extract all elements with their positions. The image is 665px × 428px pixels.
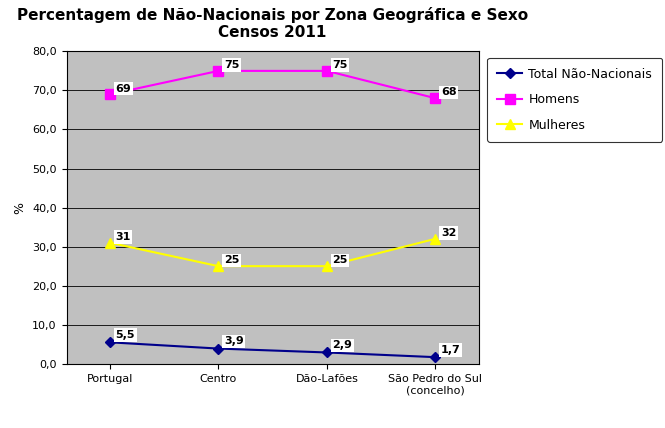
Mulheres — [214, 264, 222, 269]
Total Não-Nacionais — [323, 350, 331, 355]
Text: 5,5: 5,5 — [116, 330, 135, 340]
Homens — [214, 68, 222, 74]
Title: Percentagem de Não-Nacionais por Zona Geográfica e Sexo
Censos 2011: Percentagem de Não-Nacionais por Zona Ge… — [17, 7, 528, 41]
Y-axis label: %: % — [13, 202, 27, 214]
Mulheres — [106, 240, 114, 245]
Text: 32: 32 — [441, 228, 456, 238]
Legend: Total Não-Nacionais, Homens, Mulheres: Total Não-Nacionais, Homens, Mulheres — [487, 58, 662, 142]
Text: 75: 75 — [332, 60, 348, 70]
Text: 25: 25 — [332, 256, 348, 265]
Mulheres — [323, 264, 331, 269]
Line: Mulheres: Mulheres — [105, 234, 440, 271]
Mulheres — [432, 236, 440, 241]
Text: 68: 68 — [441, 87, 457, 98]
Line: Total Não-Nacionais: Total Não-Nacionais — [106, 339, 439, 361]
Text: 25: 25 — [224, 256, 239, 265]
Text: 75: 75 — [224, 60, 239, 70]
Text: 69: 69 — [116, 83, 131, 94]
Homens — [323, 68, 331, 74]
Text: 1,7: 1,7 — [441, 345, 461, 355]
Homens — [432, 96, 440, 101]
Total Não-Nacionais — [432, 354, 440, 360]
Total Não-Nacionais — [106, 340, 114, 345]
Text: 31: 31 — [116, 232, 131, 242]
Text: 2,9: 2,9 — [332, 340, 352, 350]
Homens — [106, 92, 114, 97]
Line: Homens: Homens — [105, 66, 440, 103]
Text: 3,9: 3,9 — [224, 336, 243, 346]
Total Não-Nacionais — [214, 346, 222, 351]
